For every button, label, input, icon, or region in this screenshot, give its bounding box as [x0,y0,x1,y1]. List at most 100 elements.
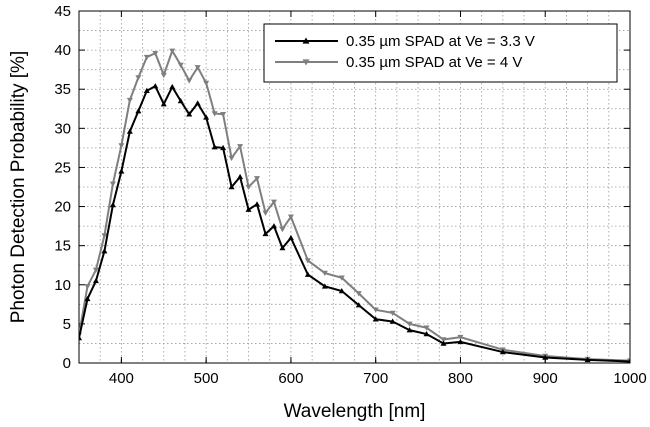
data-point [627,358,630,363]
data-point [254,176,261,182]
data-point [160,72,167,79]
data-point [211,144,218,150]
data-point [499,349,506,355]
y-axis-title: Photon Detection Probability [%] [8,51,29,324]
legend: 0.35 µm SPAD at Ve = 3.3 V 0.35 µm SPAD a… [263,23,618,83]
data-point [287,214,294,220]
data-point [126,97,133,104]
data-point [126,128,133,134]
data-point [143,87,150,94]
data-point [237,144,244,150]
data-point [304,258,311,264]
legend-box [263,23,618,83]
data-point [169,48,176,54]
legend-swatch-marker [302,59,310,66]
axes: 400 500 600 700 800 900 1000 0 5 10 15 20 25 30 35 40 45 [54,3,646,387]
data-point [237,173,244,180]
data-point [406,321,413,327]
data-point [406,327,413,333]
x-tick-label: 800 [448,370,473,387]
data-point [245,206,252,212]
y-tick-label: 5 [63,316,71,333]
x-tick-label: 500 [194,370,219,387]
data-point [254,201,261,207]
data-point [79,334,82,341]
y-tick-label: 20 [54,199,71,216]
series-line-1 [79,84,630,363]
data-point [423,325,430,331]
series [79,48,630,363]
data-point [177,97,184,104]
x-tick-label: 700 [363,370,388,387]
x-axis-title: Wavelength [nm] [284,401,426,422]
data-point [177,62,184,68]
data-point [109,181,116,187]
y-tick-label: 15 [54,238,71,255]
data-point [355,291,362,297]
data-point [270,223,277,229]
series-line-2 [79,48,630,362]
x-tick-label: 400 [109,370,134,387]
data-point [228,184,235,190]
data-point [186,78,193,84]
data-point [228,155,235,162]
data-point [279,245,286,251]
y-tick-label: 10 [54,277,71,294]
data-point [584,356,591,363]
data-point [186,111,193,117]
legend-label: 0.35 µm SPAD at Ve = 3.3 V [346,33,535,50]
data-point [101,248,108,254]
data-point [355,302,362,308]
data-point [372,307,379,313]
data-point [440,337,447,343]
x-tick-label: 1000 [613,370,646,387]
data-point [389,318,396,324]
y-tick-label: 30 [54,120,71,137]
legend-swatch-marker [302,37,310,44]
data-point [321,283,328,289]
data-point [338,275,345,281]
y-tick-label: 0 [63,355,71,372]
data-point [287,234,294,241]
data-point [169,83,176,90]
data-point [135,108,142,114]
data-point [389,310,396,316]
data-point [109,201,116,208]
y-tick-label: 25 [54,159,71,176]
data-point [194,65,201,71]
x-tick-label: 600 [278,370,303,387]
data-point [92,267,99,273]
data-point [270,199,277,205]
data-point [118,143,125,149]
data-point [203,80,210,86]
data-point [84,284,91,290]
data-point [118,168,125,174]
data-point [211,111,218,117]
data-point [440,340,447,346]
data-point [152,50,159,57]
y-tick-label: 40 [54,42,71,59]
y-tick-label: 45 [54,3,71,20]
data-point [84,295,91,302]
data-point [542,354,549,360]
data-point [262,210,269,216]
grid [79,11,630,363]
data-point [194,100,201,106]
data-point [220,112,227,118]
data-point [262,230,269,237]
plot-frame [78,10,631,364]
data-point [338,288,345,294]
data-point [160,101,167,107]
data-point [372,316,379,322]
data-point [220,144,227,151]
data-point [135,75,142,81]
data-point [279,226,286,233]
data-point [423,331,430,337]
data-point [304,271,311,277]
legend-label: 0.35 µm SPAD at Ve = 4 V [346,54,522,71]
data-point [457,334,464,341]
x-tick-label: 900 [533,370,558,387]
y-tick-label: 35 [54,81,71,98]
data-point [152,83,159,89]
